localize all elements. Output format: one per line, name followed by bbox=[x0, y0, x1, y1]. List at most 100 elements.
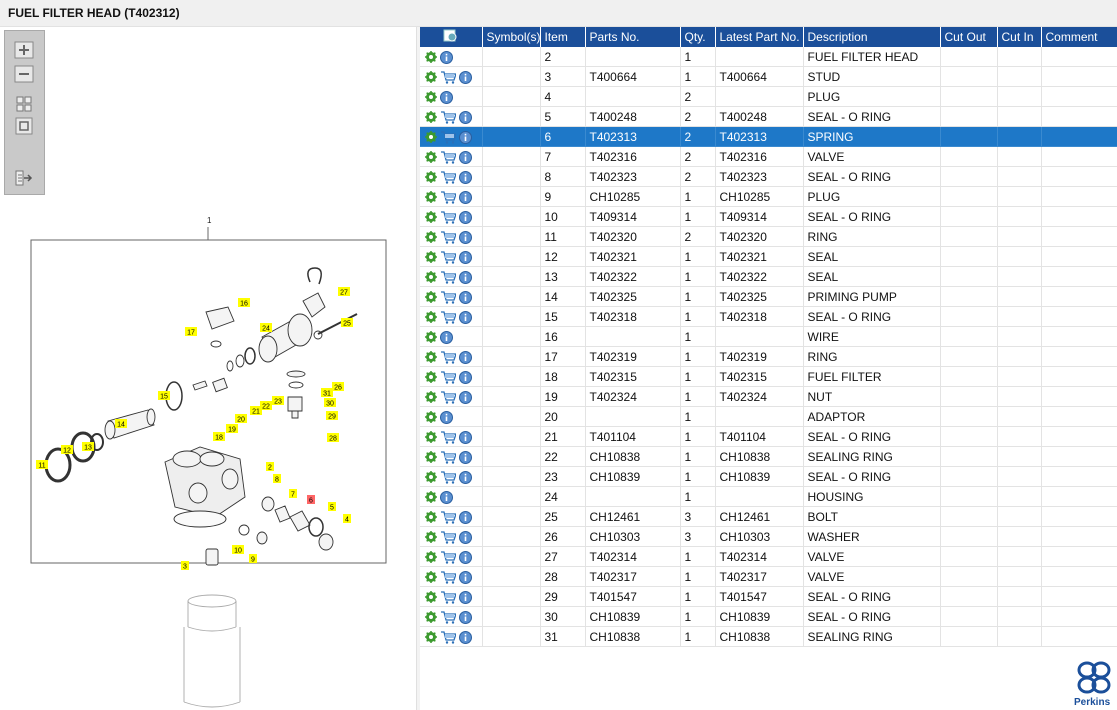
column-header-parts-no[interactable]: Parts No. bbox=[585, 27, 681, 47]
table-row[interactable]: 30 CH10839 1 CH10839 SEAL - O RING bbox=[420, 606, 1117, 627]
table-row[interactable]: 24 1 HOUSING bbox=[420, 486, 1117, 507]
table-row[interactable]: 3 T400664 1 T400664 STUD bbox=[420, 66, 1117, 87]
callout-box-22[interactable] bbox=[260, 401, 272, 410]
table-row[interactable]: 22 CH10838 1 CH10838 SEALING RING bbox=[420, 446, 1117, 467]
callout-box-26[interactable] bbox=[332, 382, 344, 391]
callout-label-2[interactable]: 2 bbox=[268, 465, 272, 472]
gear-icon[interactable] bbox=[425, 591, 437, 604]
gear-icon[interactable] bbox=[425, 311, 437, 324]
gear-icon[interactable] bbox=[425, 431, 437, 444]
callout-label-28[interactable]: 28 bbox=[329, 436, 337, 443]
table-row[interactable]: 26 CH10303 3 CH10303 WASHER bbox=[420, 526, 1117, 547]
callout-label-11[interactable]: 11 bbox=[38, 463, 45, 470]
gear-icon[interactable] bbox=[425, 611, 437, 624]
table-row[interactable]: 17 T402319 1 T402319 RING bbox=[420, 346, 1117, 367]
gear-icon[interactable] bbox=[425, 191, 437, 204]
callout-label-13[interactable]: 13 bbox=[84, 445, 92, 452]
callout-box-31[interactable] bbox=[321, 388, 333, 397]
callout-label-20[interactable]: 20 bbox=[237, 417, 245, 424]
info-icon[interactable] bbox=[440, 50, 453, 64]
gear-icon[interactable] bbox=[425, 231, 437, 244]
info-icon[interactable] bbox=[459, 290, 472, 304]
info-icon[interactable] bbox=[440, 330, 453, 344]
callout-box-13[interactable] bbox=[82, 442, 94, 451]
table-row[interactable]: 19 T402324 1 T402324 NUT bbox=[420, 386, 1117, 407]
callout-label-30[interactable]: 30 bbox=[326, 401, 334, 408]
info-icon[interactable] bbox=[459, 210, 472, 224]
gear-icon[interactable] bbox=[425, 251, 437, 264]
callout-box-27[interactable] bbox=[338, 287, 350, 296]
table-row[interactable]: 5 T400248 2 T400248 SEAL - O RING bbox=[420, 106, 1117, 127]
table-row[interactable]: 15 T402318 1 T402318 SEAL - O RING bbox=[420, 306, 1117, 327]
column-header-comment[interactable]: Comment bbox=[1041, 27, 1117, 47]
gear-icon[interactable] bbox=[425, 51, 437, 64]
zoom-in-icon[interactable] bbox=[14, 41, 34, 59]
gear-icon[interactable] bbox=[425, 71, 437, 84]
info-icon[interactable] bbox=[459, 110, 472, 124]
table-row[interactable]: 29 T401547 1 T401547 SEAL - O RING bbox=[420, 586, 1117, 607]
info-icon[interactable] bbox=[459, 270, 472, 284]
gear-icon[interactable] bbox=[425, 391, 437, 404]
cart-icon[interactable] bbox=[440, 291, 456, 304]
gear-icon[interactable] bbox=[425, 371, 437, 384]
callout-label-22[interactable]: 22 bbox=[262, 404, 270, 411]
cart-icon[interactable] bbox=[440, 251, 456, 264]
gear-icon[interactable] bbox=[425, 171, 437, 184]
callout-box-25[interactable] bbox=[341, 318, 353, 327]
callout-box-18[interactable] bbox=[213, 432, 225, 441]
callout-label-29[interactable]: 29 bbox=[328, 414, 336, 421]
cart-icon[interactable] bbox=[440, 571, 456, 584]
callout-box-9[interactable] bbox=[249, 554, 257, 563]
gear-icon[interactable] bbox=[425, 571, 437, 584]
info-icon[interactable] bbox=[459, 510, 472, 524]
callout-box-6[interactable] bbox=[307, 495, 315, 504]
callout-box-16[interactable] bbox=[238, 298, 250, 307]
info-icon[interactable] bbox=[459, 130, 472, 144]
gear-icon[interactable] bbox=[425, 291, 437, 304]
cart-icon[interactable] bbox=[440, 471, 456, 484]
callout-box-15[interactable] bbox=[158, 391, 170, 400]
gear-icon[interactable] bbox=[425, 511, 437, 524]
info-icon[interactable] bbox=[459, 190, 472, 204]
cart-icon[interactable] bbox=[440, 451, 456, 464]
cart-icon[interactable] bbox=[440, 631, 456, 644]
callout-label-7[interactable]: 7 bbox=[291, 492, 295, 499]
callout-box-8[interactable] bbox=[273, 474, 281, 483]
gear-icon[interactable] bbox=[425, 131, 437, 144]
callout-label-5[interactable]: 5 bbox=[330, 505, 334, 512]
table-row[interactable]: 9 CH10285 1 CH10285 PLUG bbox=[420, 186, 1117, 207]
info-icon[interactable] bbox=[440, 90, 453, 104]
info-icon[interactable] bbox=[440, 490, 453, 504]
table-row[interactable]: 18 T402315 1 T402315 FUEL FILTER bbox=[420, 366, 1117, 387]
callout-box-14[interactable] bbox=[115, 419, 127, 428]
diagram-pane[interactable]: 1 bbox=[0, 27, 416, 710]
callout-label-19[interactable]: 19 bbox=[228, 427, 236, 434]
cart-icon[interactable] bbox=[440, 171, 456, 184]
callout-box-28[interactable] bbox=[327, 433, 339, 442]
callout-label-8[interactable]: 8 bbox=[275, 477, 279, 484]
info-icon[interactable] bbox=[459, 370, 472, 384]
gear-icon[interactable] bbox=[425, 151, 437, 164]
gear-icon[interactable] bbox=[425, 471, 437, 484]
info-icon[interactable] bbox=[459, 230, 472, 244]
gear-icon[interactable] bbox=[425, 451, 437, 464]
info-icon[interactable] bbox=[459, 70, 472, 84]
info-icon[interactable] bbox=[459, 450, 472, 464]
gear-icon[interactable] bbox=[425, 491, 437, 504]
table-row[interactable]: 31 CH10838 1 CH10838 SEALING RING bbox=[420, 626, 1117, 647]
callout-label-27[interactable]: 27 bbox=[340, 290, 348, 297]
table-row[interactable]: 10 T409314 1 T409314 SEAL - O RING bbox=[420, 206, 1117, 227]
info-icon[interactable] bbox=[459, 170, 472, 184]
table-row[interactable]: 14 T402325 1 T402325 PRIMING PUMP bbox=[420, 286, 1117, 307]
gear-icon[interactable] bbox=[425, 331, 437, 344]
column-header-symbols[interactable]: Symbol(s) bbox=[482, 27, 541, 47]
cart-icon[interactable] bbox=[440, 431, 456, 444]
cart-icon[interactable] bbox=[440, 191, 456, 204]
callout-label-18[interactable]: 18 bbox=[215, 435, 223, 442]
column-header-cut-out[interactable]: Cut Out bbox=[940, 27, 998, 47]
callout-label-4[interactable]: 4 bbox=[345, 517, 349, 524]
column-header-latest-part-no[interactable]: Latest Part No. bbox=[715, 27, 804, 47]
callout-box-10[interactable] bbox=[232, 545, 244, 554]
table-row[interactable]: 4 2 PLUG bbox=[420, 86, 1117, 107]
cart-icon[interactable] bbox=[440, 71, 456, 84]
